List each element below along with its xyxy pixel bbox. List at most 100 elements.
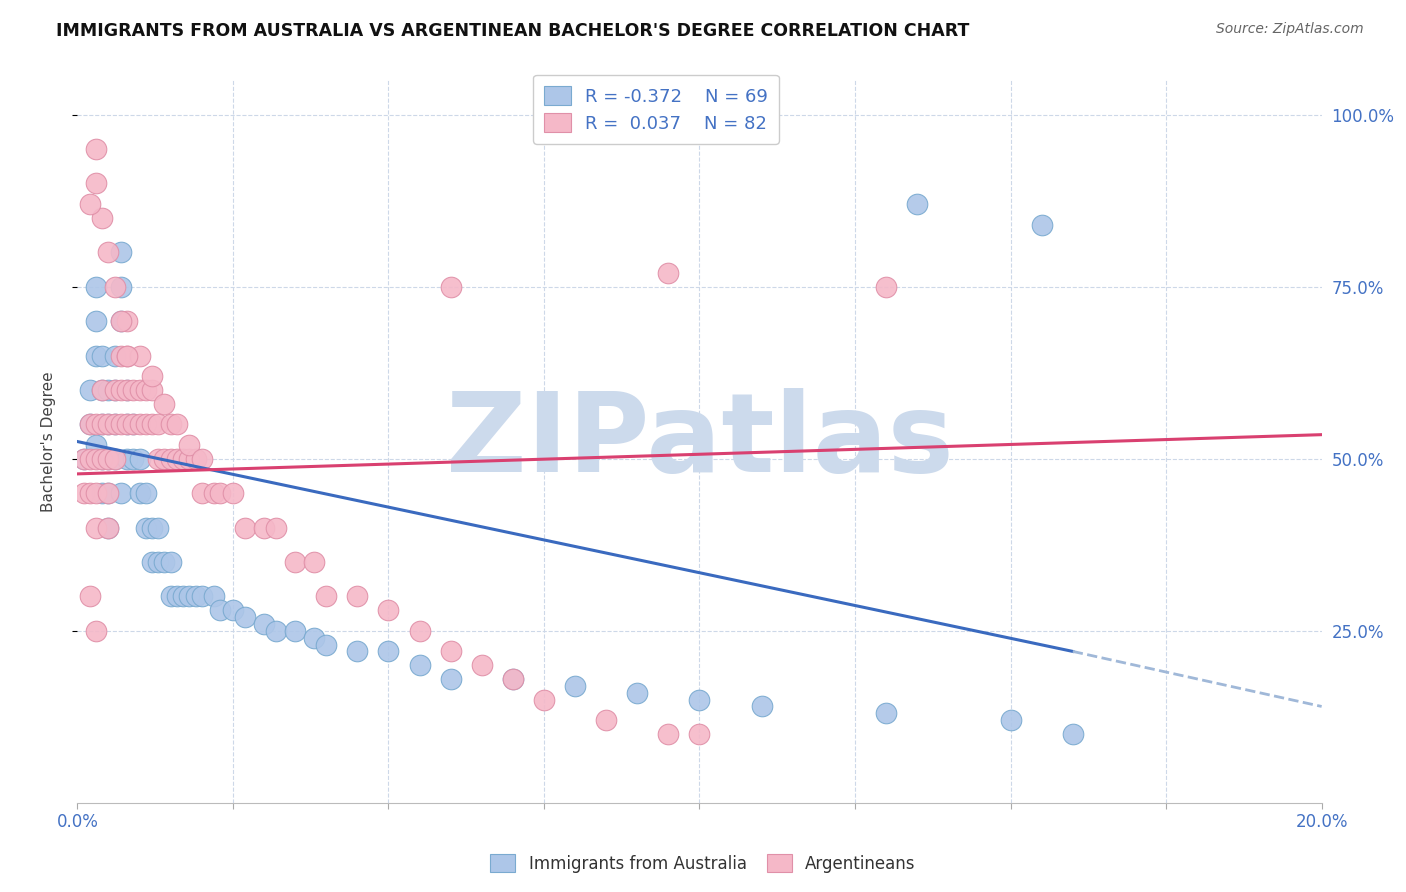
Point [471,658,494,673]
Point [104,451,127,466]
Point [440,644,463,658]
Text: Source: ZipAtlas.com: Source: ZipAtlas.com [1216,22,1364,37]
Point [84,438,107,452]
Text: ZIPatlas: ZIPatlas [446,388,953,495]
Point [115,349,138,363]
Point [122,417,145,432]
Legend: R = -0.372    N = 69, R =  0.037    N = 82: R = -0.372 N = 69, R = 0.037 N = 82 [533,75,779,144]
Point [97,417,120,432]
Point [79,197,101,211]
Point [97,417,120,432]
Point [233,610,256,624]
Point [104,383,127,397]
Point [115,451,138,466]
Point [233,520,256,534]
Point [104,383,127,397]
Point [72,451,94,466]
Point [141,383,163,397]
Point [222,603,245,617]
Point [159,451,181,466]
Point [191,486,214,500]
Point [122,451,145,466]
Point [172,451,194,466]
Point [657,727,679,741]
Point [79,590,101,604]
Point [253,520,276,534]
Point [115,383,138,397]
Point [91,417,114,432]
Point [97,451,120,466]
Point [79,383,101,397]
Point [159,555,181,569]
Point [79,417,101,432]
Point [110,245,132,260]
Point [179,590,201,604]
Point [184,451,207,466]
Point [97,520,120,534]
Point [209,486,232,500]
Point [166,451,188,466]
Point [91,349,114,363]
Point [689,727,711,741]
Point [97,486,120,500]
Point [135,486,157,500]
Point [148,451,170,466]
Point [84,520,107,534]
Point [110,383,132,397]
Point [172,590,194,604]
Point [115,383,138,397]
Point [104,417,127,432]
Point [128,486,150,500]
Point [141,369,163,384]
Point [91,451,114,466]
Point [91,383,114,397]
Point [159,590,181,604]
Point [115,417,138,432]
Point [875,706,897,721]
Point [84,624,107,638]
Point [104,417,127,432]
Point [440,672,463,686]
Point [84,142,107,156]
Point [97,486,120,500]
Point [166,417,188,432]
Point [141,417,163,432]
Point [84,349,107,363]
Point [153,555,176,569]
Point [148,417,170,432]
Point [184,590,207,604]
Point [91,417,114,432]
Text: IMMIGRANTS FROM AUSTRALIA VS ARGENTINEAN BACHELOR'S DEGREE CORRELATION CHART: IMMIGRANTS FROM AUSTRALIA VS ARGENTINEAN… [56,22,970,40]
Point [84,417,107,432]
Point [905,197,928,211]
Point [135,383,157,397]
Point [128,417,150,432]
Point [110,349,132,363]
Point [97,245,120,260]
Point [408,624,430,638]
Point [122,417,145,432]
Point [91,383,114,397]
Point [302,631,325,645]
Point [84,177,107,191]
Point [266,520,288,534]
Point [128,383,150,397]
Y-axis label: Bachelor's Degree: Bachelor's Degree [42,371,56,512]
Point [79,486,101,500]
Point [128,451,150,466]
Point [377,644,399,658]
Point [533,692,555,706]
Point [179,451,201,466]
Point [110,486,132,500]
Point [84,451,107,466]
Point [166,590,188,604]
Point [72,486,94,500]
Point [1062,727,1084,741]
Point [79,417,101,432]
Point [689,692,711,706]
Point [346,644,368,658]
Point [110,279,132,293]
Point [91,486,114,500]
Point [84,486,107,500]
Point [202,590,225,604]
